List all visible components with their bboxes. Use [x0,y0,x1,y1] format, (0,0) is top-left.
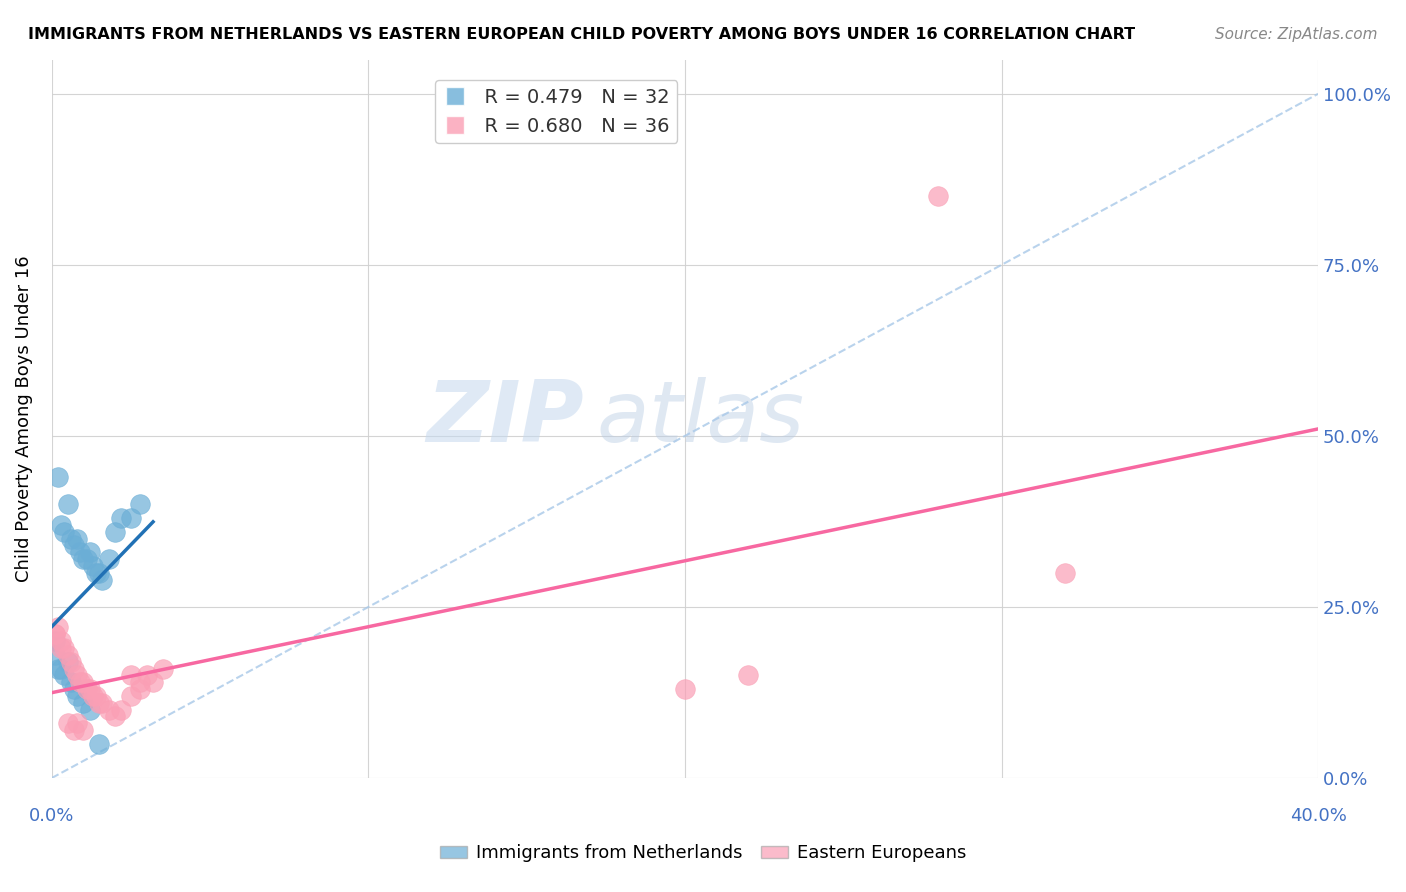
Point [63,538,86,552]
Point [72,696,94,710]
Point [56,716,79,731]
Point [110,703,132,717]
Y-axis label: Child Poverty Among Boys Under 16: Child Poverty Among Boys Under 16 [15,255,32,582]
Point [51,640,73,655]
Point [84,566,107,580]
Point [104,709,127,723]
Point [53,524,76,539]
Legend:   R = 0.479   N = 32,   R = 0.680   N = 36: R = 0.479 N = 32, R = 0.680 N = 36 [434,80,678,144]
Point [44,627,66,641]
Text: 0.0%: 0.0% [30,806,75,825]
Point [63,723,86,738]
Point [72,723,94,738]
Point [66,689,89,703]
Point [46,470,69,484]
Point [97,703,120,717]
Point [56,655,79,669]
Point [97,552,120,566]
Point [56,648,79,662]
Point [152,661,174,675]
Point [66,668,89,682]
Point [129,497,152,511]
Point [72,675,94,690]
Point [51,634,73,648]
Point [63,661,86,675]
Point [89,737,111,751]
Point [46,661,69,675]
Point [120,511,142,525]
Point [142,675,165,690]
Point [59,655,82,669]
Point [79,681,101,696]
Point [66,532,89,546]
Point [76,681,98,696]
Point [89,696,111,710]
Point [84,689,107,703]
Point [110,511,132,525]
Point [120,668,142,682]
Point [69,675,91,690]
Text: Source: ZipAtlas.com: Source: ZipAtlas.com [1215,27,1378,42]
Point [76,552,98,566]
Legend: Immigrants from Netherlands, Eastern Europeans: Immigrants from Netherlands, Eastern Eur… [433,838,973,870]
Point [59,532,82,546]
Point [737,668,759,682]
Point [91,696,114,710]
Point [59,675,82,690]
Point [44,627,66,641]
Point [927,189,949,203]
Point [72,552,94,566]
Point [89,566,111,580]
Text: ZIP: ZIP [426,377,583,460]
Point [44,634,66,648]
Text: atlas: atlas [596,377,804,460]
Point [129,675,152,690]
Point [66,716,89,731]
Point [53,668,76,682]
Point [79,545,101,559]
Point [53,640,76,655]
Text: IMMIGRANTS FROM NETHERLANDS VS EASTERN EUROPEAN CHILD POVERTY AMONG BOYS UNDER 1: IMMIGRANTS FROM NETHERLANDS VS EASTERN E… [28,27,1135,42]
Point [129,681,152,696]
Point [51,517,73,532]
Point [79,703,101,717]
Point [82,689,104,703]
Point [69,545,91,559]
Point [91,573,114,587]
Point [104,524,127,539]
Point [44,648,66,662]
Point [120,689,142,703]
Point [56,497,79,511]
Point [46,620,69,634]
Point [63,681,86,696]
Point [82,558,104,573]
Point [51,661,73,675]
Point [673,681,696,696]
Text: 40.0%: 40.0% [1289,806,1347,825]
Point [135,668,157,682]
Point [1053,566,1076,580]
